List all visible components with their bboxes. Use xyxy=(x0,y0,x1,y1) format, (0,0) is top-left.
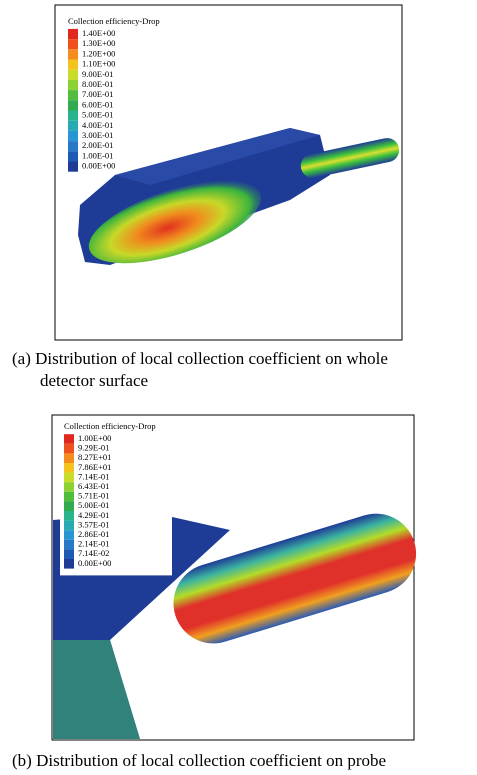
legend-label: 0.00E+00 xyxy=(78,558,111,568)
legend-swatch xyxy=(68,162,78,172)
legend-swatch xyxy=(68,121,78,131)
legend-label: 1.40E+00 xyxy=(82,28,115,38)
legend-label: 4.00E-01 xyxy=(82,120,113,130)
legend-label: 4.29E-01 xyxy=(78,510,109,520)
legend-swatch xyxy=(64,492,74,502)
legend-swatch xyxy=(64,501,74,511)
legend-swatch xyxy=(68,39,78,49)
legend-swatch xyxy=(68,70,78,80)
legend-label: 2.00E-01 xyxy=(82,140,113,150)
legend-label: 9.00E-01 xyxy=(82,69,113,79)
legend-title: Collection efficiency-Drop xyxy=(68,16,160,26)
legend-swatch xyxy=(64,549,74,559)
legend-label: 7.14E-01 xyxy=(78,471,109,481)
legend-swatch xyxy=(64,444,74,454)
legend-label: 1.00E+00 xyxy=(78,433,111,443)
legend-swatch xyxy=(64,511,74,521)
legend-swatch xyxy=(68,100,78,110)
legend-label: 5.00E-01 xyxy=(78,500,109,510)
legend-swatch xyxy=(64,521,74,531)
legend-label: 1.00E-01 xyxy=(82,150,113,160)
legend-label: 1.10E+00 xyxy=(82,59,115,69)
legend-swatch xyxy=(68,49,78,59)
legend-swatch xyxy=(68,141,78,151)
legend-swatch xyxy=(64,482,74,492)
legend-swatch xyxy=(68,80,78,90)
legend-swatch xyxy=(68,111,78,121)
legend-bg xyxy=(60,421,172,575)
legend-swatch xyxy=(68,60,78,70)
legend-swatch xyxy=(64,453,74,463)
legend-swatch xyxy=(64,559,74,569)
legend-label: 3.57E-01 xyxy=(78,519,109,529)
legend-swatch xyxy=(64,463,74,473)
legend-label: 7.86E+01 xyxy=(78,462,111,472)
legend-label: 8.27E+01 xyxy=(78,452,111,462)
legend-swatch xyxy=(64,540,74,550)
legend-label: 1.20E+00 xyxy=(82,48,115,58)
legend-label: 2.86E-01 xyxy=(78,529,109,539)
legend-swatch xyxy=(64,434,74,444)
legend-label: 1.30E+00 xyxy=(82,38,115,48)
caption: (a) Distribution of local collection coe… xyxy=(12,349,388,368)
legend-title: Collection efficiency-Drop xyxy=(64,421,156,431)
legend-label: 8.00E-01 xyxy=(82,79,113,89)
caption: detector surface xyxy=(40,371,148,390)
legend-label: 7.00E-01 xyxy=(82,89,113,99)
legend-swatch xyxy=(68,151,78,161)
legend-label: 6.00E-01 xyxy=(82,99,113,109)
legend-label: 5.71E-01 xyxy=(78,491,109,501)
legend-label: 9.29E-01 xyxy=(78,443,109,453)
legend-swatch xyxy=(68,29,78,39)
legend-swatch xyxy=(64,473,74,483)
legend-label: 7.14E-02 xyxy=(78,548,109,558)
legend-label: 2.14E-01 xyxy=(78,539,109,549)
legend-swatch xyxy=(64,530,74,540)
legend-label: 5.00E-01 xyxy=(82,110,113,120)
caption: (b) Distribution of local collection coe… xyxy=(12,751,386,770)
figure: (a) Distribution of local collection coe… xyxy=(0,0,477,775)
legend-label: 0.00E+00 xyxy=(82,161,115,171)
legend-swatch xyxy=(68,131,78,141)
legend-swatch xyxy=(68,90,78,100)
legend-label: 6.43E-01 xyxy=(78,481,109,491)
legend-label: 3.00E-01 xyxy=(82,130,113,140)
